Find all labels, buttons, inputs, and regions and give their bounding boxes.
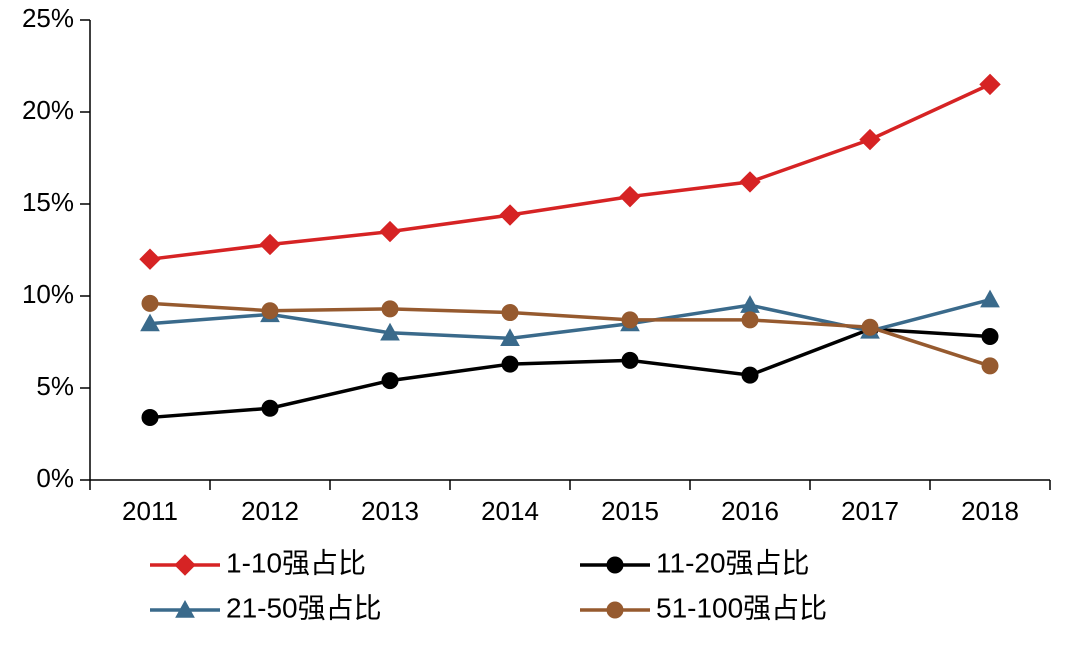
legend-label: 51-100强占比 (656, 592, 827, 623)
y-tick-label: 20% (22, 95, 74, 125)
series-marker-s2 (382, 373, 398, 389)
legend-label: 1-10强占比 (226, 547, 366, 578)
x-tick-label: 2017 (841, 496, 899, 526)
series-marker-s4 (382, 301, 398, 317)
legend-swatch-marker (607, 557, 623, 573)
series-marker-s2 (502, 356, 518, 372)
series-marker-s4 (502, 305, 518, 321)
x-tick-label: 2013 (361, 496, 419, 526)
series-marker-s4 (262, 303, 278, 319)
series-marker-s4 (622, 312, 638, 328)
x-tick-label: 2015 (601, 496, 659, 526)
line-chart: 0% 5% 10% 15% 20% 25% 2011 2012 2013 2014 2015 2016… (0, 0, 1080, 657)
series-marker-s4 (742, 312, 758, 328)
chart-svg: 0% 5% 10% 15% 20% 25% 2011 2012 2013 2014 2015 2016… (0, 0, 1080, 657)
legend-label: 11-20强占比 (656, 547, 810, 578)
y-tick-label: 25% (22, 3, 74, 33)
x-tick-label: 2016 (721, 496, 779, 526)
x-tick-label: 2011 (122, 496, 178, 526)
series-marker-s2 (142, 409, 158, 425)
series-marker-s4 (982, 358, 998, 374)
series-marker-s2 (742, 367, 758, 383)
series-marker-s2 (622, 352, 638, 368)
series-marker-s4 (142, 295, 158, 311)
y-tick-label: 10% (22, 279, 74, 309)
legend-swatch-marker (607, 602, 623, 618)
series-marker-s4 (862, 319, 878, 335)
x-tick-label: 2018 (961, 496, 1019, 526)
x-tick-label: 2012 (241, 496, 299, 526)
legend-label: 21-50强占比 (226, 592, 382, 623)
x-tick-label: 2014 (481, 496, 539, 526)
chart-bg (0, 0, 1080, 657)
y-tick-label: 5% (36, 371, 74, 401)
series-marker-s2 (982, 328, 998, 344)
y-tick-label: 0% (36, 463, 74, 493)
y-tick-label: 15% (22, 187, 74, 217)
series-marker-s2 (262, 400, 278, 416)
